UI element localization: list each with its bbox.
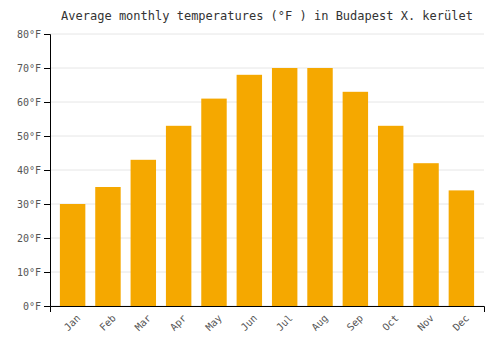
bar bbox=[237, 75, 262, 306]
bar bbox=[378, 126, 403, 306]
tick-label: Jan bbox=[62, 312, 83, 333]
tick-label: 60°F bbox=[17, 97, 41, 108]
tick-label: Aug bbox=[309, 312, 330, 333]
grid-line bbox=[50, 68, 484, 69]
x-tick: Sep bbox=[345, 312, 366, 333]
tick-label: Sep bbox=[345, 312, 366, 333]
x-tick: Feb bbox=[97, 312, 118, 333]
bar bbox=[60, 204, 85, 306]
y-tick: 20°F bbox=[17, 233, 50, 244]
tick-mark bbox=[44, 170, 50, 171]
grid-line bbox=[50, 136, 484, 137]
x-tick: Jul bbox=[274, 312, 295, 333]
tick-mark bbox=[44, 34, 50, 35]
y-tick: 70°F bbox=[17, 63, 50, 74]
plot: 0°F 10°F 20°F 30°F 40°F 50°F 60°F 70°F 80°F Jan Fe… bbox=[17, 29, 485, 333]
tick-label: Feb bbox=[97, 312, 118, 333]
tick-mark bbox=[44, 136, 50, 137]
bar bbox=[201, 99, 226, 306]
y-tick: 30°F bbox=[17, 199, 50, 210]
y-tick: 10°F bbox=[17, 267, 50, 278]
tick-label: 50°F bbox=[17, 131, 41, 142]
bar bbox=[166, 126, 191, 306]
tick-label: Dec bbox=[451, 312, 472, 333]
tick-label: Mar bbox=[133, 312, 154, 333]
tick-label: Nov bbox=[415, 312, 436, 333]
tick-mark bbox=[44, 272, 50, 273]
y-tick: 60°F bbox=[17, 97, 50, 108]
y-tick: 80°F bbox=[17, 29, 50, 40]
bar bbox=[413, 163, 438, 306]
tick-mark bbox=[44, 238, 50, 239]
x-tick: Dec bbox=[451, 312, 472, 333]
tick-mark bbox=[44, 204, 50, 205]
bar bbox=[449, 190, 474, 306]
x-tick: Aug bbox=[309, 312, 330, 333]
x-tick: Mar bbox=[133, 312, 154, 333]
y-tick: 40°F bbox=[17, 165, 50, 176]
x-tick: Jan bbox=[62, 312, 83, 333]
grid-line bbox=[50, 102, 484, 103]
tick-label: 0°F bbox=[23, 301, 41, 312]
grid-line bbox=[50, 34, 484, 35]
y-tick: 0°F bbox=[23, 301, 50, 312]
bars bbox=[60, 68, 474, 306]
chart: 0°F 10°F 20°F 30°F 40°F 50°F 60°F 70°F 80°F Jan Fe… bbox=[0, 0, 500, 350]
tick-mark bbox=[44, 306, 50, 307]
tick-label: Jul bbox=[274, 312, 295, 333]
axis-domain bbox=[51, 307, 485, 313]
tick-label: Oct bbox=[380, 312, 401, 333]
tick-label: May bbox=[203, 312, 224, 333]
x-tick: Oct bbox=[380, 312, 401, 333]
grid bbox=[50, 34, 484, 306]
tick-label: 70°F bbox=[17, 63, 41, 74]
tick-label: 20°F bbox=[17, 233, 41, 244]
bar bbox=[131, 160, 156, 306]
tick-label: 40°F bbox=[17, 165, 41, 176]
tick-label: Jun bbox=[239, 312, 260, 333]
tick-mark bbox=[44, 102, 50, 103]
title: Average monthly temperatures (°F ) in Bu… bbox=[61, 9, 473, 23]
tick-label: 10°F bbox=[17, 267, 41, 278]
axis-domain bbox=[44, 35, 51, 307]
y-tick: 50°F bbox=[17, 131, 50, 142]
y-axis: 0°F 10°F 20°F 30°F 40°F 50°F 60°F 70°F 80°F bbox=[17, 29, 51, 312]
x-tick: Nov bbox=[415, 312, 436, 333]
x-tick: May bbox=[203, 312, 224, 333]
tick-label: 30°F bbox=[17, 199, 41, 210]
tick-mark bbox=[44, 68, 50, 69]
tick-label: 80°F bbox=[17, 29, 41, 40]
bar bbox=[95, 187, 120, 306]
x-tick: Jun bbox=[239, 312, 260, 333]
x-axis: Jan Feb Mar Apr May Jun Jul Aug Sep Oct Nov Dec bbox=[51, 307, 485, 333]
tick-label: Apr bbox=[168, 312, 189, 333]
bar bbox=[307, 68, 332, 306]
bar bbox=[272, 68, 297, 306]
x-tick: Apr bbox=[168, 312, 189, 333]
bar bbox=[343, 92, 368, 306]
